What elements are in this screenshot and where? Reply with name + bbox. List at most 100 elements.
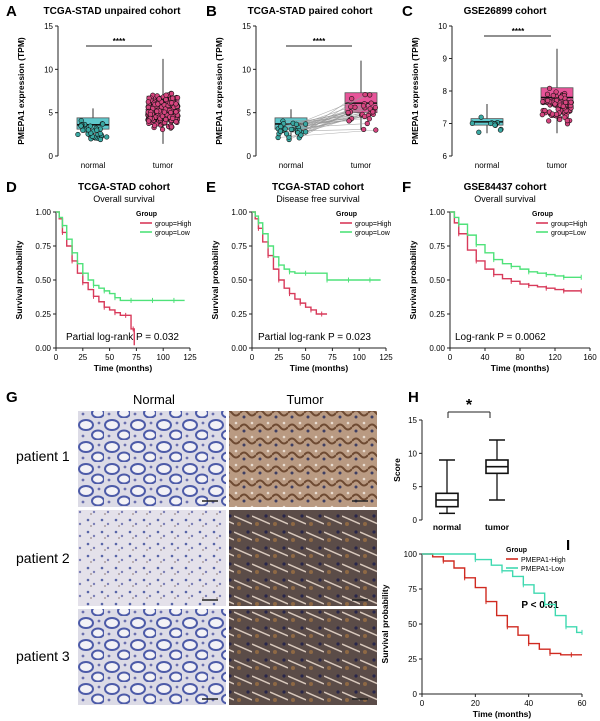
panel-B-point-normal bbox=[293, 121, 300, 127]
panel-letter-g: G bbox=[6, 389, 18, 406]
panel-E-legend-title: Group bbox=[336, 211, 357, 218]
panel-I-legend-title: Group bbox=[506, 547, 527, 554]
panel-A-point-tumor bbox=[175, 95, 181, 101]
panel-B-point-tumor bbox=[349, 95, 355, 102]
panel-D-y-tick-label: 0.50 bbox=[35, 276, 51, 285]
panel-A-x-label-tumor: tumor bbox=[153, 161, 174, 170]
panel-C-point-normal bbox=[476, 129, 482, 135]
ihc-column-normal: Normal bbox=[133, 392, 175, 407]
panel-B-point-normal bbox=[298, 132, 304, 138]
panel-F-y-tick-label: 1.00 bbox=[429, 208, 445, 217]
panel-B-point-tumor bbox=[362, 91, 368, 98]
panel-C-point-tumor bbox=[549, 111, 556, 117]
panel-h-significance: * bbox=[447, 397, 491, 418]
panel-C-point-tumor bbox=[553, 89, 559, 95]
panel-F-y-tick-label: 0.50 bbox=[429, 276, 445, 285]
panel-B-pair-line bbox=[278, 129, 376, 138]
panel-I-x-tick-label: 60 bbox=[578, 699, 587, 708]
panel-i-chart: 0 25 50 75 100 Survival probability 0 20 40 60 Tim… bbox=[380, 547, 587, 719]
ihc-row-patient-1: patient 1 bbox=[16, 448, 70, 464]
panel-B-x-label-normal: normal bbox=[279, 161, 304, 170]
panel-d-title: TCGA-STAD cohort bbox=[78, 182, 171, 193]
panel-A-point-tumor bbox=[173, 109, 179, 115]
panel-I-y-tick-label: 75 bbox=[408, 585, 417, 594]
panel-H-x-label-normal: normal bbox=[433, 522, 461, 532]
panel-A-point-tumor bbox=[170, 95, 176, 101]
panel-F-x-tick-label: 40 bbox=[481, 353, 490, 362]
ihc-tumor-patient-3 bbox=[229, 609, 377, 705]
panel-a-sig-label: **** bbox=[113, 37, 126, 46]
panel-I-curve-PMEPA1-High bbox=[422, 553, 582, 656]
panel-letter-b: B bbox=[206, 3, 217, 20]
panel-C-y-label: PMEPA1 expression (TPM) bbox=[410, 37, 420, 145]
panel-A-y-tick-label: 5 bbox=[49, 109, 54, 118]
panel-C-point-tumor bbox=[540, 99, 546, 105]
panel-F-x-label: Time (months) bbox=[491, 363, 550, 373]
panel-letter-a: A bbox=[6, 3, 17, 20]
panel-A-point-tumor bbox=[156, 96, 162, 102]
panel-B-point-tumor bbox=[368, 100, 374, 106]
panel-C-point-normal bbox=[469, 120, 475, 126]
panel-letter-f: F bbox=[402, 179, 411, 196]
panel-letter-e: E bbox=[206, 179, 216, 196]
panel-f-subtitle: Overall survival bbox=[474, 194, 536, 204]
panel-e-title: TCGA-STAD cohort bbox=[272, 182, 365, 193]
ihc-tumor-patient-1 bbox=[229, 411, 377, 507]
panel-C-point-normal bbox=[492, 122, 498, 128]
ihc-normal-patient-1 bbox=[78, 411, 226, 507]
panel-F-y-tick-label: 0.00 bbox=[429, 344, 445, 353]
panel-E-legend-label: group=High bbox=[355, 221, 391, 228]
panel-E-legend-label: group=Low bbox=[355, 230, 391, 237]
panel-F-legend-label: group=High bbox=[551, 221, 587, 228]
panel-B-point-tumor bbox=[345, 109, 351, 116]
panel-E-curve-group=Low bbox=[252, 211, 381, 281]
panel-h-sig-label: * bbox=[466, 397, 473, 414]
panel-D-y-tick-label: 1.00 bbox=[35, 208, 51, 217]
panel-d-chart: 0.00 0.25 0.50 0.75 1.00 Survival probability… bbox=[14, 208, 197, 373]
panel-H-y-tick-label: 15 bbox=[408, 416, 417, 425]
panel-F-x-tick-label: 0 bbox=[448, 353, 453, 362]
panel-E-y-tick-label: 0.75 bbox=[231, 242, 247, 251]
panel-I-x-label: Time (months) bbox=[473, 709, 532, 719]
panel-A-point-tumor bbox=[168, 109, 174, 116]
panel-B-y-tick-label: 5 bbox=[247, 109, 252, 118]
panel-h-chart: 0 5 10 15 Score normal tumor bbox=[392, 416, 510, 532]
panel-B-point-tumor bbox=[364, 120, 370, 127]
panel-B-point-tumor bbox=[366, 116, 372, 122]
ihc-scale-bars bbox=[202, 500, 368, 700]
panel-C-point-tumor bbox=[558, 94, 564, 100]
panel-g-ihc: Normal Tumor patient 1 patient 2 patient… bbox=[16, 392, 377, 705]
panel-B-y-tick-label: 10 bbox=[242, 65, 251, 74]
panel-D-curve-group=High bbox=[56, 211, 135, 346]
panel-a-chart: 0 5 10 15 PMEPA1 expression (TPM) normal tumor bbox=[16, 22, 181, 170]
panel-A-point-normal bbox=[94, 127, 100, 133]
panel-D-x-tick-label: 25 bbox=[78, 353, 87, 362]
panel-E-y-tick-label: 0.50 bbox=[231, 276, 247, 285]
ihc-normal-patient-2 bbox=[78, 510, 226, 606]
panel-A-y-label: PMEPA1 expression (TPM) bbox=[16, 37, 26, 145]
panel-A-x-label-normal: normal bbox=[81, 161, 106, 170]
panel-I-y-label: Survival probability bbox=[380, 584, 390, 663]
panel-D-x-tick-label: 125 bbox=[183, 353, 197, 362]
panel-B-point-normal bbox=[278, 123, 284, 130]
panel-C-point-tumor bbox=[560, 103, 566, 109]
panel-B-point-normal bbox=[282, 126, 288, 132]
panel-B-point-tumor bbox=[373, 127, 379, 133]
ihc-column-tumor: Tumor bbox=[286, 392, 324, 407]
panel-D-x-label: Time (months) bbox=[94, 363, 153, 373]
panel-A-point-tumor bbox=[163, 96, 169, 103]
panel-letter-i: I bbox=[566, 537, 570, 554]
panel-A-point-tumor bbox=[161, 109, 168, 115]
panel-A-point-tumor bbox=[146, 118, 152, 124]
panel-D-y-tick-label: 0.00 bbox=[35, 344, 51, 353]
panel-D-x-tick-label: 75 bbox=[132, 353, 141, 362]
panel-C-point-tumor bbox=[557, 116, 563, 123]
panel-A-point-tumor bbox=[159, 126, 166, 133]
panel-C-point-normal bbox=[478, 114, 484, 120]
panel-letter-c: C bbox=[402, 3, 413, 20]
panel-E-x-tick-label: 25 bbox=[274, 353, 283, 362]
panel-B-point-normal bbox=[277, 128, 283, 134]
panel-C-point-tumor bbox=[546, 118, 552, 124]
panel-B-pair-line bbox=[300, 102, 372, 136]
